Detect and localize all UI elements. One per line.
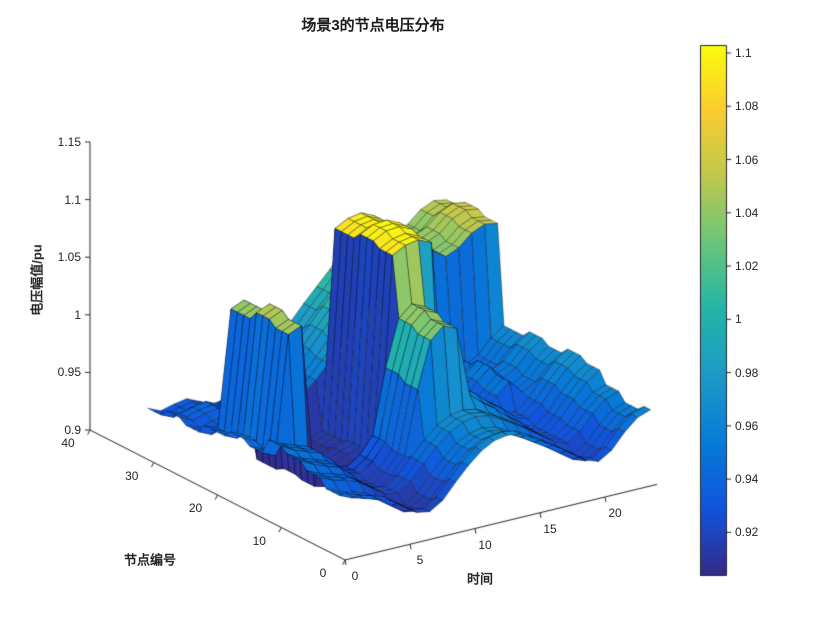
chart-title: 场景3的节点电压分布 bbox=[301, 17, 445, 34]
x-axis-label: 时间 bbox=[466, 571, 494, 587]
z-axis-label: 电压幅值/pu bbox=[29, 244, 45, 316]
y-axis-label: 节点编号 bbox=[123, 552, 177, 568]
